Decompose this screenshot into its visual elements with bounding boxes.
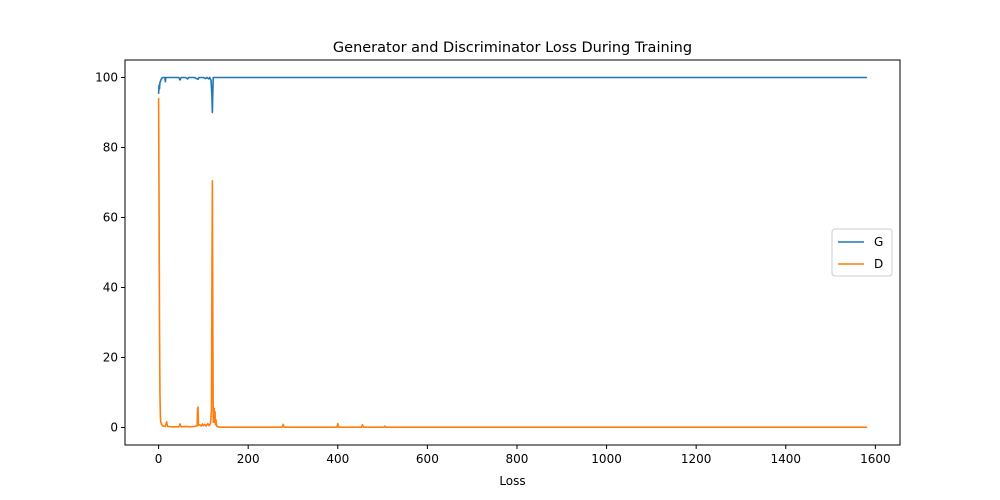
y-tick-label: 80 [103,141,118,155]
x-axis: 0 200 400 600 800 1000 1200 1400 1600 [155,445,891,466]
x-tick-label: 1400 [770,452,801,466]
y-tick-label: 20 [103,351,118,365]
plot-area [124,59,901,446]
x-tick-label: 600 [416,452,439,466]
x-tick-label: 1000 [591,452,622,466]
y-tick-label: 0 [110,421,118,435]
y-axis: 0 20 40 60 80 100 [95,71,125,435]
x-tick-label: 1600 [860,452,891,466]
x-axis-label: Loss [499,474,525,488]
axes-frame [124,59,901,446]
x-tick-label: 1200 [681,452,712,466]
y-tick-label: 40 [103,281,118,295]
series-line-g [157,76,868,114]
y-tick-label: 60 [103,211,118,225]
series-line-d [157,97,868,428]
x-tick-label: 400 [326,452,349,466]
x-tick-label: 200 [237,452,260,466]
y-tick-label: 100 [95,71,118,85]
legend: GD [831,228,893,277]
x-tick-label: 0 [155,452,163,466]
series-layer [157,76,868,428]
chart-title: Generator and Discriminator Loss During … [333,40,692,56]
x-tick-label: 800 [506,452,529,466]
legend-label-d: D [874,257,883,271]
legend-label-g: G [874,235,883,249]
